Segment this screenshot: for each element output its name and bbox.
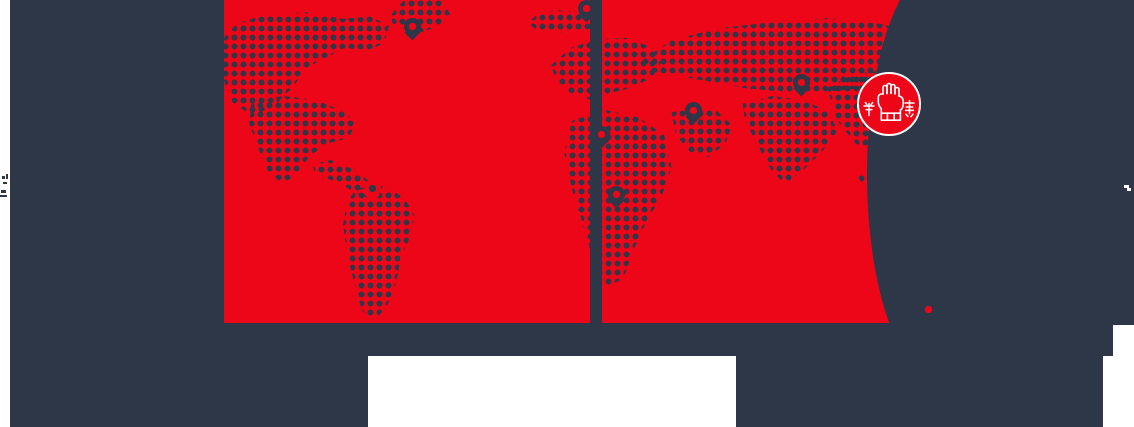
content-card-right[interactable] [1103,356,1134,427]
map-right-top-mask [923,0,943,156]
map-pin[interactable] [793,74,810,98]
map-pin[interactable] [920,301,937,323]
gutter-mark-5 [0,195,7,197]
right-edge-mark-2 [1127,188,1131,191]
gutter-mark-3 [3,182,7,184]
raised-fist-badge[interactable] [857,72,921,136]
pin-hole [798,79,805,86]
pin-hole [925,306,932,313]
left-gutter [0,0,10,427]
map-pin[interactable] [578,0,595,24]
map-pin[interactable] [608,186,625,210]
map-pin[interactable] [685,102,702,126]
landmass-south-asia [742,96,838,185]
map-pin[interactable] [364,180,381,204]
gutter-mark-2 [6,174,8,179]
map-pin[interactable] [593,126,610,150]
pin-hole [613,191,620,198]
content-card-right-top[interactable] [1113,325,1134,356]
map-pin[interactable] [224,106,228,130]
pin-hole [409,23,416,30]
vertical-divider-bar [590,0,602,323]
right-edge-mark [1124,185,1129,188]
map-pin[interactable] [404,18,421,42]
world-map-panel[interactable] [224,0,943,323]
pin-hole [583,5,590,12]
pin-head [224,106,228,123]
landmass-europe [551,37,662,100]
pin-hole [369,185,376,192]
content-card-main[interactable] [368,356,736,427]
pin-hole [598,131,605,138]
gutter-mark-4 [1,190,6,193]
gutter-mark-1 [2,176,5,179]
pin-hole [690,107,697,114]
landmass-middle-east [671,105,733,158]
landmass-south-america [343,186,415,322]
